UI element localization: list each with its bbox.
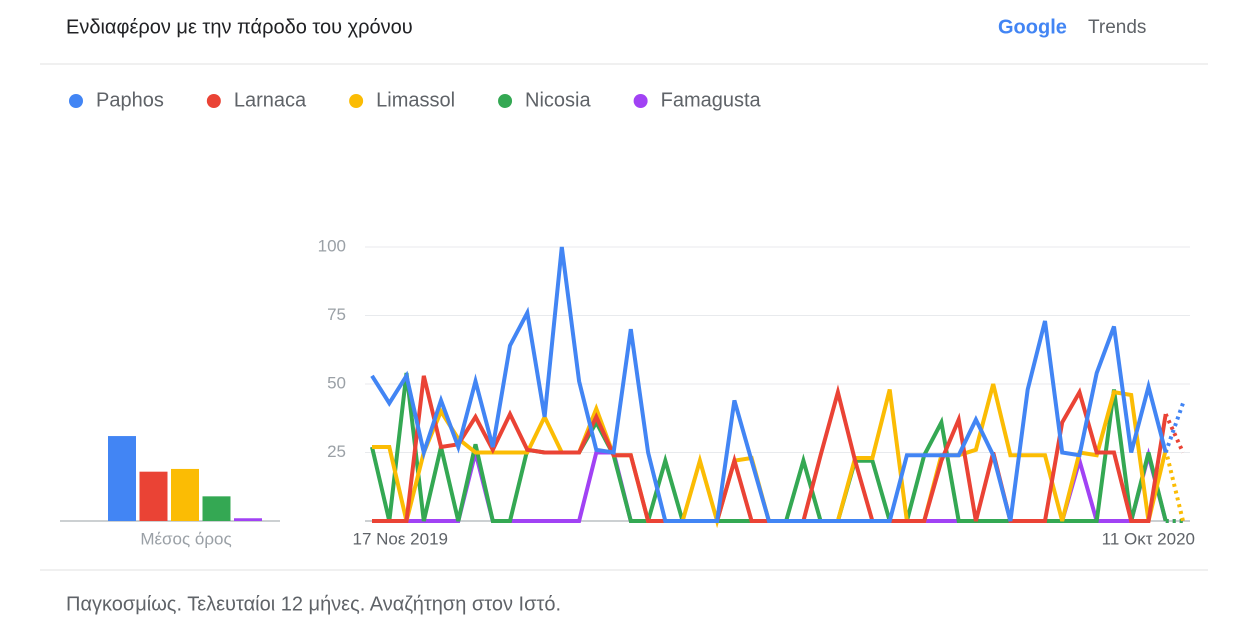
legend-label: Limassol [376, 89, 455, 111]
y-tick-label: 50 [327, 373, 346, 392]
card-title: Ενδιαφέρον με την πάροδο του χρόνου [66, 16, 413, 38]
average-bar [139, 471, 168, 521]
legend-dot [206, 94, 221, 108]
brand-google: Google [998, 16, 1067, 38]
legend-dot [498, 94, 513, 108]
x-tick-label: 17 Νοε 2019 [353, 529, 448, 548]
legend-dot [69, 94, 83, 108]
average-label: Μέσος όρος [140, 529, 231, 548]
trend-line [370, 246, 1168, 523]
legend-label: Nicosia [525, 89, 591, 111]
partial-segment [1163, 449, 1185, 522]
partial-segment [1163, 413, 1185, 454]
legend-dot [349, 94, 364, 108]
legend-dot [633, 94, 648, 108]
average-bar [171, 468, 199, 521]
average-bar [108, 436, 136, 521]
legend-label: Larnaca [234, 89, 307, 111]
y-tick-label: 75 [327, 305, 346, 324]
footer-text: Παγκοσμίως. Τελευταίοι 12 μήνες. Αναζήτη… [66, 593, 561, 615]
partial-segment [1163, 402, 1185, 454]
y-tick-label: 100 [318, 236, 346, 255]
average-bar [234, 518, 262, 521]
legend-label: Famagusta [661, 89, 762, 111]
average-bar [202, 496, 231, 521]
x-tick-label: 11 Οκτ 2020 [1102, 529, 1195, 548]
brand-trends: Trends [1088, 17, 1146, 38]
legend-label: Paphos [96, 89, 164, 111]
y-tick-label: 25 [327, 442, 346, 461]
